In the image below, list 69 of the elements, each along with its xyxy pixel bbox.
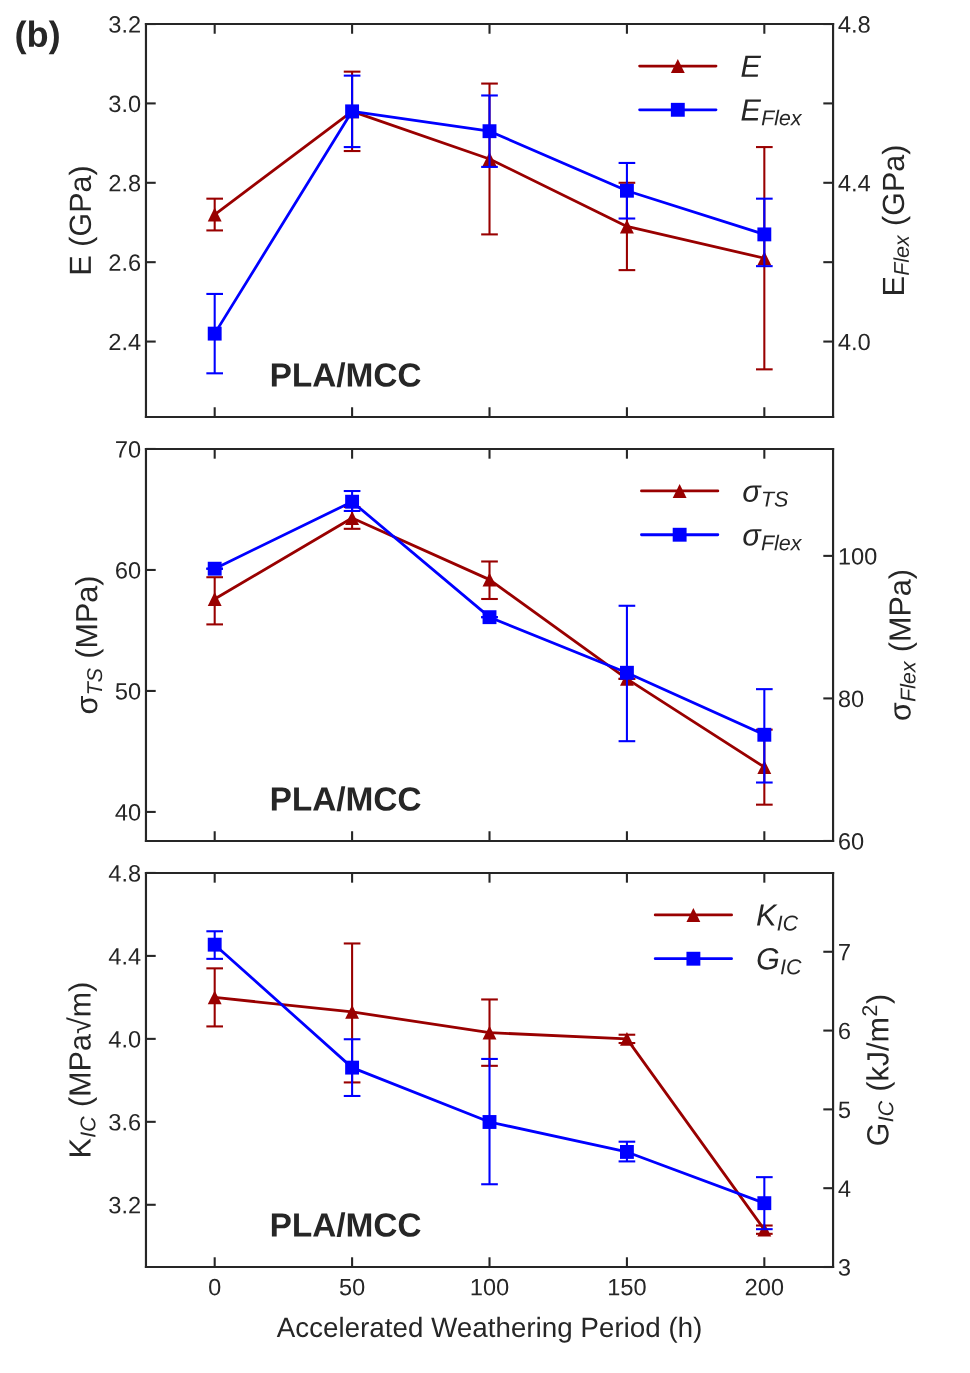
y-axis-title: E (GPa) <box>68 167 98 274</box>
y-tick-label: 2.6 <box>109 254 141 271</box>
point <box>619 665 634 680</box>
y2-tick-label: 4.4 <box>838 175 871 192</box>
y-tick-label: 3.6 <box>109 1113 141 1131</box>
point <box>482 1025 497 1040</box>
y-tick-label: 50 <box>115 683 141 700</box>
point <box>207 326 222 341</box>
point <box>345 1060 360 1075</box>
y2-tick-label: 100 <box>839 547 877 565</box>
point <box>757 727 772 742</box>
y-tick-label: 2.8 <box>109 174 141 192</box>
y2-axis-title: σ$_{Flex}$ (MPa) <box>888 570 917 720</box>
legend-label: E <box>741 55 762 77</box>
y2-axis-title: E$_{Flex}$ (GPa) <box>881 146 911 294</box>
y-axis-title: K$_{IC}$ (MPa√m) <box>66 983 97 1156</box>
y-tick-label: 4.4 <box>108 948 141 965</box>
point <box>345 510 360 525</box>
point <box>345 1004 360 1019</box>
x-tick-label: 50 <box>339 1278 365 1296</box>
legend-label: σ$_{Flex}$ <box>743 529 803 551</box>
point <box>207 990 222 1005</box>
point <box>207 561 222 576</box>
y-tick-label: 4.0 <box>108 1030 141 1048</box>
point <box>482 124 497 139</box>
point <box>757 1196 772 1211</box>
y2-tick-label: 3 <box>838 1259 850 1276</box>
point <box>482 1115 497 1129</box>
point <box>619 1145 634 1159</box>
point <box>619 183 634 198</box>
x-tick-label: 100 <box>471 1278 509 1296</box>
y-tick-label: 70 <box>116 441 141 458</box>
point <box>345 494 360 509</box>
annotation: PLA/MCC <box>271 1212 421 1238</box>
y2-tick-label: 4 <box>838 1180 851 1197</box>
y2-tick-label: 6 <box>839 1022 850 1040</box>
chart-title: (b) <box>16 20 59 55</box>
point <box>482 610 497 625</box>
point <box>207 207 222 222</box>
point <box>619 219 634 234</box>
y2-axis-title: G$_{IC}$ (kJ/m$^{2}$) <box>862 995 895 1145</box>
y-tick-label: 40 <box>115 803 141 821</box>
y2-tick-label: 80 <box>838 690 864 708</box>
legend-label: G$_{IC}$ <box>757 948 802 975</box>
annotation: PLA/MCC <box>271 362 421 388</box>
point <box>207 937 222 952</box>
y2-tick-label: 5 <box>838 1101 851 1119</box>
legend-label: E$_{Flex}$ <box>741 99 803 126</box>
x-axis-title: Accelerated Weathering Period (h) <box>276 1316 701 1343</box>
y-tick-label: 3.2 <box>109 16 140 33</box>
annotation: PLA/MCC <box>271 786 421 812</box>
x-tick-label: 200 <box>745 1278 784 1296</box>
x-tick-label: 150 <box>609 1278 646 1296</box>
point <box>482 572 497 587</box>
y-tick-label: 3.2 <box>109 1196 140 1214</box>
point <box>207 592 222 606</box>
y-tick-label: 2.4 <box>109 333 141 351</box>
point <box>757 227 772 242</box>
y2-tick-label: 7 <box>839 944 850 961</box>
y2-tick-label: 4.0 <box>838 333 870 351</box>
x-tick-label: 0 <box>209 1278 221 1296</box>
y2-tick-label: 4.8 <box>838 16 870 33</box>
y-tick-label: 60 <box>116 562 141 579</box>
y-tick-label: 4.8 <box>108 865 141 882</box>
legend-label: σ$_{TS}$ <box>743 485 789 507</box>
y-axis-title: σ$_{TS}$ (MPa) <box>75 577 104 714</box>
legend-label: K$_{IC}$ <box>756 904 799 931</box>
y2-tick-label: 60 <box>839 833 864 850</box>
y-tick-label: 3.0 <box>109 95 141 113</box>
